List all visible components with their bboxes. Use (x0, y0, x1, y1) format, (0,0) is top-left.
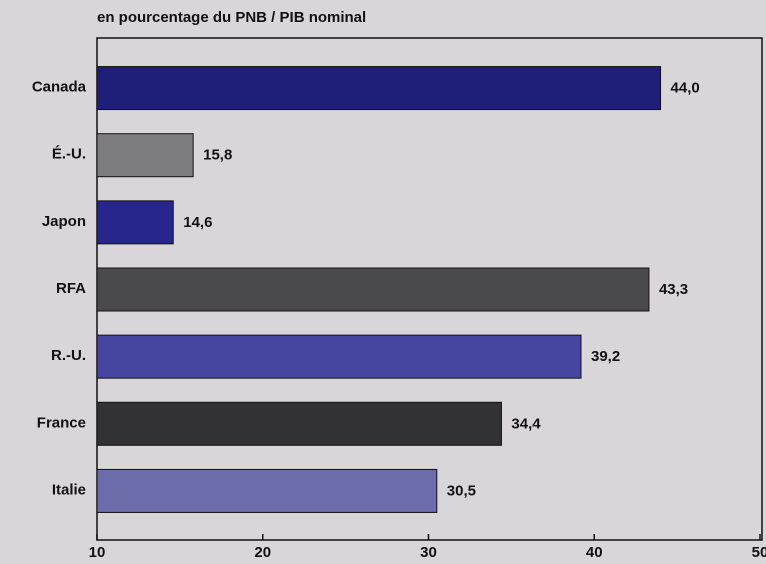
value-label: 44,0 (671, 80, 700, 97)
bar (97, 335, 581, 378)
bar (97, 268, 649, 311)
chart-subtitle: en pourcentage du PNB / PIB nominal (97, 9, 366, 26)
y-tick-label: R.-U. (51, 347, 86, 364)
chart: en pourcentage du PNB / PIB nominal 10 20… (0, 0, 766, 564)
x-tick-label: 40 (586, 544, 603, 561)
value-label: 34,4 (511, 415, 541, 432)
value-label: 15,8 (203, 147, 232, 164)
value-label: 43,3 (659, 281, 688, 298)
bar (97, 201, 173, 244)
page: en pourcentage du PNB / PIB nominal 10 20… (0, 0, 766, 564)
value-label: 30,5 (447, 482, 476, 499)
value-label: 14,6 (183, 214, 212, 231)
bar (97, 469, 437, 512)
x-tick-label: 10 (89, 544, 106, 561)
x-tick-label: 30 (420, 544, 437, 561)
bar (97, 402, 501, 445)
bar (97, 67, 661, 110)
y-tick-label: Canada (32, 79, 87, 96)
x-tick-label: 50 (752, 544, 766, 561)
y-tick-label: France (37, 414, 86, 431)
y-tick-label: É.-U. (52, 146, 86, 163)
bar (97, 134, 193, 177)
y-tick-label: RFA (56, 280, 86, 297)
y-tick-label: Japon (42, 213, 86, 230)
value-label: 39,2 (591, 348, 620, 365)
x-tick-label: 20 (254, 544, 271, 561)
y-tick-label: Italie (52, 481, 86, 498)
